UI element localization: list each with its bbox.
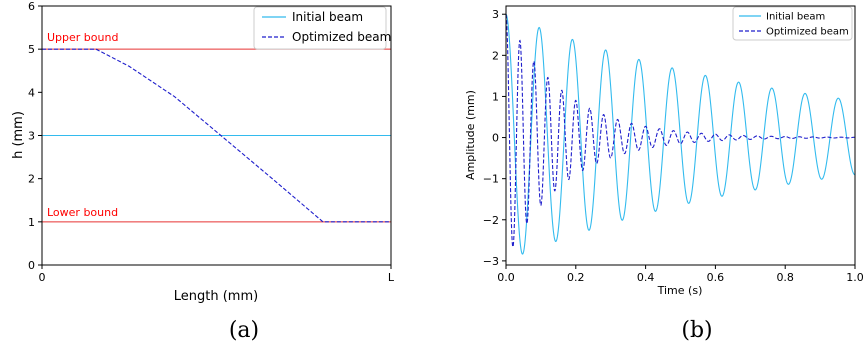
chart-a-x-axis-label: Length (mm): [174, 289, 258, 304]
chart-b-caption: (b): [681, 318, 712, 343]
chart-b-legend: Initial beam Optimized beam: [732, 6, 853, 41]
chart-a-y-axis-label: h (mm): [11, 111, 26, 159]
chart-a-y-tick-label: 3: [28, 130, 35, 143]
chart-a-annotation-lower-bound: Lower bound: [47, 206, 118, 219]
chart-a-legend-label-initial: Initial beam: [292, 10, 363, 24]
chart-a-y-tick-label: 1: [28, 216, 35, 229]
chart-b-y-tick-label: 1: [492, 90, 499, 103]
chart-b-legend-label-optimized: Optimized beam: [766, 27, 849, 38]
chart-b-legend-box: [732, 6, 853, 41]
chart-a: 0 L 0 1 2 3 4 5 6 Upper bound Lower bound Initi…: [11, 0, 395, 343]
chart-b-x-tick-label: 0.8: [776, 271, 794, 284]
chart-a-x-tick-label: 0: [39, 271, 46, 284]
chart-a-y-tick-label: 4: [28, 86, 35, 99]
chart-b-x-tick-label: 1.0: [846, 271, 864, 284]
chart-b-x-tick-label: 0.0: [497, 271, 515, 284]
chart-a-caption: (a): [229, 318, 259, 343]
chart-b-series-initial: [505, 13, 856, 255]
chart-a-legend-box: [253, 6, 387, 50]
chart-b-x-tick-label: 0.6: [707, 271, 725, 284]
chart-b-plot-frame: [505, 5, 856, 266]
chart-b: 0.0 0.2 0.4 0.6 0.8 1.0 −3 −2 −1 0 1 2 3 Initial be…: [464, 5, 864, 343]
chart-a-legend-label-optimized: Optimized beam: [292, 30, 391, 44]
chart-a-y-tick-label: 2: [28, 173, 35, 186]
chart-a-annotation-upper-bound: Upper bound: [47, 31, 118, 44]
chart-b-y-tick-label: 2: [492, 49, 499, 62]
chart-b-y-tick-label: 0: [492, 132, 499, 145]
chart-a-series-optimized: [42, 48, 391, 223]
chart-a-y-tick-label: 0: [28, 259, 35, 272]
chart-b-x-axis-label: Time (s): [657, 284, 703, 297]
chart-a-x-tick-label: L: [388, 271, 395, 284]
chart-b-y-tick-label: −1: [483, 173, 499, 186]
chart-b-y-tick-label: −2: [483, 214, 499, 227]
chart-a-y-tick-label: 5: [28, 43, 35, 56]
chart-b-y-tick-label: −3: [483, 255, 499, 268]
chart-b-legend-label-initial: Initial beam: [766, 12, 825, 23]
chart-b-y-axis-label: Amplitude (mm): [464, 90, 477, 180]
chart-a-legend: Initial beam Optimized beam: [253, 6, 391, 50]
chart-b-x-tick-label: 0.4: [637, 271, 655, 284]
chart-b-y-tick-label: 3: [492, 8, 499, 21]
chart-b-series-optimized: [505, 14, 855, 248]
chart-b-x-tick-label: 0.2: [567, 271, 585, 284]
chart-a-y-tick-label: 6: [28, 0, 35, 13]
